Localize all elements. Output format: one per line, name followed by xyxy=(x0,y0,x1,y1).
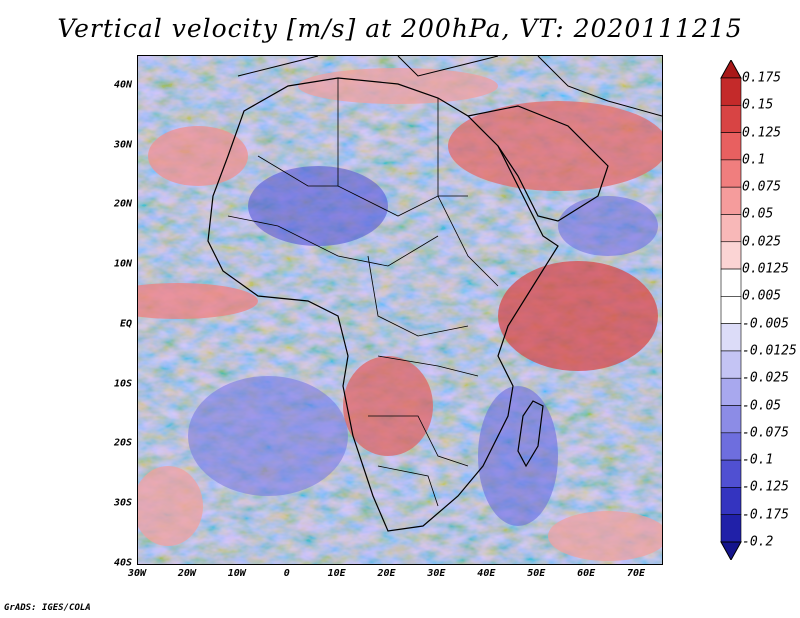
colorbar-tick-label: -0.05 xyxy=(742,398,782,414)
warm-region-southern-africa xyxy=(343,356,433,456)
colorbar-band xyxy=(720,487,742,516)
colorbar-tick-label: -0.0125 xyxy=(742,343,797,359)
colorbar-top-arrow xyxy=(720,60,742,79)
lon-tick-label: 20W xyxy=(177,568,196,579)
colorbar-tick-label: -0.025 xyxy=(742,370,789,386)
colorbar-tick-label: -0.2 xyxy=(742,534,774,550)
lat-tick-label: 10S xyxy=(113,378,132,390)
colorbar-band xyxy=(720,350,742,379)
warm-region-mediterranean xyxy=(298,68,498,104)
colorbar-tick-label: 0.15 xyxy=(742,97,774,113)
velocity-field xyxy=(138,56,662,564)
warm-region-arabia xyxy=(448,101,662,191)
lon-tick-label: 0 xyxy=(283,568,290,579)
arabia-coastline xyxy=(467,105,609,222)
colorbar-tick-label: -0.005 xyxy=(742,316,789,332)
map-title: Vertical velocity [m/s] at 200hPa, VT: 2… xyxy=(57,14,743,43)
colorbar-band xyxy=(720,268,742,297)
lon-tick-label: 30E xyxy=(427,568,446,579)
map-panel xyxy=(137,55,663,565)
colorbar-tick-label: 0.0125 xyxy=(742,261,789,277)
lon-tick-label: 60E xyxy=(577,568,596,579)
cool-region-south-atlantic xyxy=(188,376,348,496)
lon-tick-label: 20E xyxy=(377,568,396,579)
colorbar-band xyxy=(720,132,742,161)
colorbar-tick-label: -0.1 xyxy=(742,452,774,468)
lon-tick-label: 30W xyxy=(127,568,147,579)
colorbar-tick-label: 0.175 xyxy=(742,70,782,86)
colorbar-tick-label: 0.05 xyxy=(742,206,774,222)
warm-region-indian-ocean xyxy=(498,261,658,371)
warm-region-atlantic xyxy=(138,283,258,319)
colorbar-band xyxy=(720,186,742,215)
colorbar-tick-label: -0.075 xyxy=(742,425,789,441)
warm-region-north-atlantic xyxy=(148,126,248,186)
colorbar-band xyxy=(720,377,742,406)
lon-tick-label: 70E xyxy=(627,568,646,579)
lat-tick-label: 20S xyxy=(113,437,132,449)
colorbar-tick-label: 0.025 xyxy=(742,234,782,250)
lat-tick-label: 30S xyxy=(113,497,132,509)
warm-region-south-indian xyxy=(548,511,662,561)
lon-tick-label: 50E xyxy=(527,568,546,579)
lon-tick-label: 10E xyxy=(327,568,346,579)
colorbar-band xyxy=(720,432,742,461)
lat-tick-label: 30N xyxy=(113,139,132,151)
colorbar-band xyxy=(720,405,742,434)
madagascar-coastline xyxy=(517,400,544,468)
lon-tick-label: 10W xyxy=(227,568,246,579)
colorbar-tick-label: 0.125 xyxy=(742,125,782,141)
footer-credit: GrADS: IGES/COLA xyxy=(4,603,91,613)
colorbar-band xyxy=(720,323,742,352)
colorbar-band xyxy=(720,296,742,324)
europe-coastline xyxy=(237,56,662,117)
colorbar-band xyxy=(720,104,742,133)
lat-tick-label: 20N xyxy=(113,198,132,210)
colorbar-band xyxy=(720,77,742,106)
colorbar-band xyxy=(720,214,742,243)
lat-tick-label: 40S xyxy=(113,557,132,569)
colorbar-band xyxy=(720,241,742,270)
lat-tick-label: 10N xyxy=(113,258,132,270)
warm-region-south-atlantic xyxy=(138,466,203,546)
colorbar-band xyxy=(720,159,742,188)
colorbar-tick-label: -0.125 xyxy=(742,479,789,495)
cool-region-arabian-sea xyxy=(558,196,658,256)
cool-region-mozambique xyxy=(478,386,558,526)
lat-tick-label: EQ xyxy=(119,318,132,330)
colorbar-bottom-arrow xyxy=(720,541,742,560)
lon-tick-label: 40E xyxy=(477,568,496,579)
colorbar-tick-label: 0.075 xyxy=(742,179,782,195)
lat-tick-label: 40N xyxy=(113,79,132,91)
colorbar-band xyxy=(720,459,742,488)
colorbar-band xyxy=(720,514,742,543)
colorbar-tick-label: -0.175 xyxy=(742,507,789,523)
colorbar xyxy=(720,60,742,560)
country-borders xyxy=(227,78,499,507)
colorbar-tick-label: 0.1 xyxy=(742,152,766,168)
cool-region-sahel xyxy=(248,166,388,246)
colorbar-tick-label: 0.005 xyxy=(742,288,782,304)
